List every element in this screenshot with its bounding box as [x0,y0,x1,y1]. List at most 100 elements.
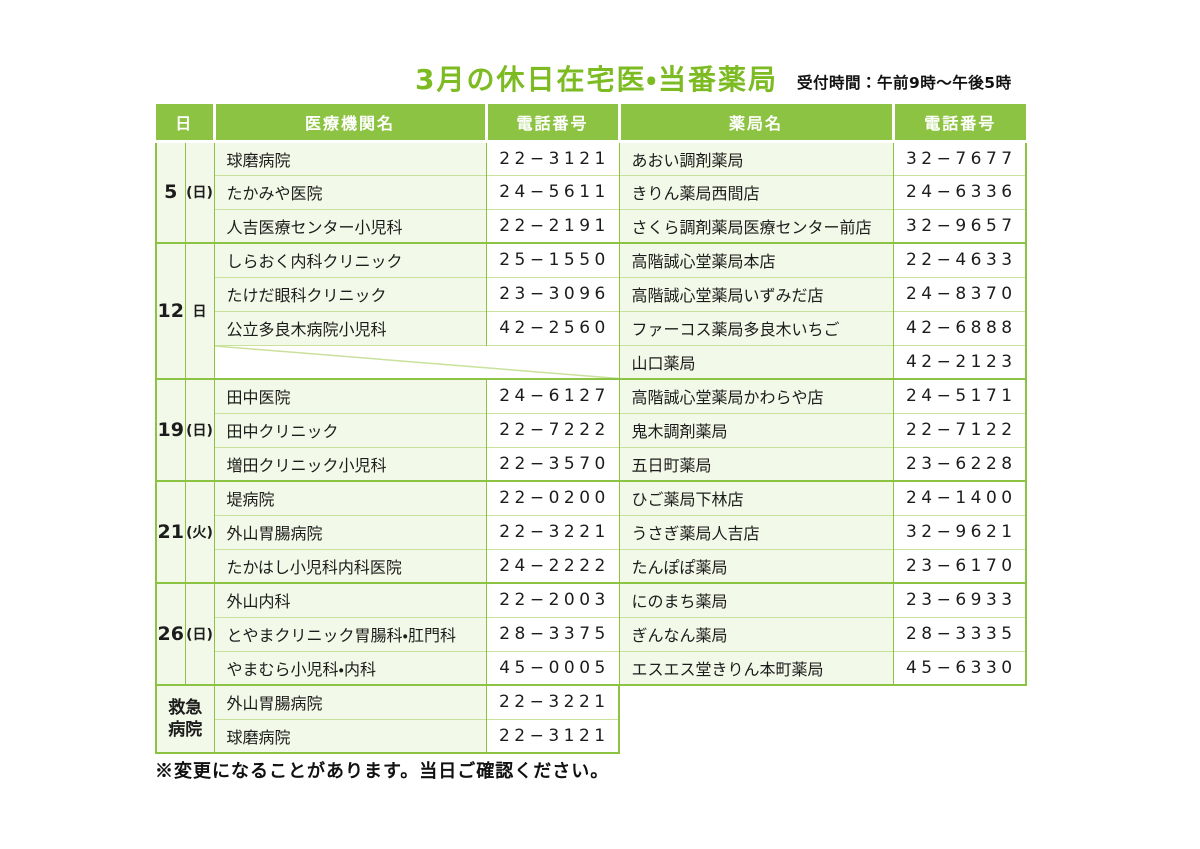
schedule-row: 12 日 しらおく内科クリニック 25−1550 高階誠心堂薬局本店 22−46… [155,242,1028,379]
hospital-phone-cell: 24−5611 [485,174,620,209]
hospital-cell: 球磨病院 [213,718,487,754]
hospital-cell: たけだ眼科クリニック [213,276,487,311]
hospital-phone-cell: 23−3096 [485,276,620,311]
hospital-phone-cell: 22−3121 [485,718,621,754]
schedule-row: 人吉医療センター小児科 22−2191 さくら調剤薬局医療センター前店 32−9… [156,208,1028,243]
schedule-row: 増田クリニック小児科 22−3570 五日町薬局 23−6228 [156,446,1028,481]
hospital-phone-cell: 22−3221 [485,684,621,719]
hospital-phone-cell: 24−6127 [485,378,620,413]
pharmacy-phone-cell: 23−6933 [892,582,1028,617]
page-title: 3月の休日在宅医・当番薬局 [415,63,779,96]
pharmacy-cell: 高階誠心堂薬局いずみだ店 [618,276,894,311]
hospital-cell: 田中クリニック [213,412,487,447]
hospital-cell: 堤病院 [213,480,487,515]
hospital-phone-cell: 22−7222 [485,412,620,447]
schedule-row: たけだ眼科クリニック 23−3096 高階誠心堂薬局いずみだ店 24−8370 [156,276,1028,311]
hospital-cell: 公立多良木病院小児科 [213,310,487,345]
schedule-row: 26 (日) 外山内科 22−2003 にのまち薬局 23−6933 [155,582,1028,685]
pharmacy-cell: 高階誠心堂薬局本店 [618,242,894,277]
pharmacy-phone-cell: 23−6228 [892,446,1028,481]
date-cell: 26 [155,582,185,685]
emergency-row: 球磨病院 22−3121 [156,718,1026,754]
weekday-cell: (日) [184,378,215,481]
pharmacy-cell: うさぎ薬局人吉店 [618,514,894,549]
pharmacy-phone-cell: 22−7122 [892,412,1028,447]
hospital-phone-cell: 22−3121 [485,140,620,175]
hospital-phone-cell: 24−2222 [485,548,620,583]
footnote: ※変更になることがあります。当日ご確認ください。 [155,761,610,782]
schedule-row: 21 (火) 堤病院 22−0200 ひご薬局下林店 24−1400 [155,480,1028,583]
hospital-cell: とやまクリニック胃腸科・肛門科 [213,616,487,651]
hospital-cell: 増田クリニック小児科 [213,446,487,481]
hospital-cell: たかはし小児科内科医院 [213,548,487,583]
hospital-cell: しらおく内科クリニック [213,242,487,277]
pharmacy-phone-cell: 24−6336 [892,174,1028,209]
schedule-row: 外山胃腸病院 22−3221 うさぎ薬局人吉店 32−9621 [156,514,1028,549]
hospital-phone-cell: 22−3221 [485,514,620,549]
pharmacy-phone-cell: 22−4633 [892,242,1028,277]
pharmacy-cell: 五日町薬局 [618,446,894,481]
weekday-cell: (日) [184,140,215,243]
date-cell: 12 [155,242,185,379]
pharmacy-phone-cell: 32−7677 [892,140,1028,175]
hospital-cell: 外山胃腸病院 [213,514,487,549]
schedule-row: 19 (日) 田中医院 24−6127 高階誠心堂薬局かわらや店 24−5171 [155,378,1028,481]
pharmacy-cell: あおい調剤薬局 [618,140,894,175]
empty-diagonal-cell [213,344,620,379]
pharmacy-cell: 鬼木調剤薬局 [618,412,894,447]
hospital-cell: 外山内科 [213,582,487,617]
schedule-row: やまむら小児科・内科 45−0005 エスエス堂きりん本町薬局 45−6330 [156,650,1028,686]
schedule-row: とやまクリニック胃腸科・肛門科 28−3375 ぎんなん薬局 28−3335 [156,616,1028,651]
schedule-row: 田中クリニック 22−7222 鬼木調剤薬局 22−7122 [156,412,1028,447]
pharmacy-phone-cell: 24−5171 [892,378,1028,413]
column-header-pharmacy: 薬局名 [617,104,894,143]
hospital-phone-cell: 22−2191 [485,208,620,243]
pharmacy-phone-cell: 42−2123 [892,344,1028,379]
hospital-cell: 人吉医療センター小児科 [213,208,487,243]
hospital-phone-cell: 25−1550 [485,242,620,277]
column-header-hospital: 医療機関名 [212,104,487,143]
schedule-row: 5 (日) 球磨病院 22−3121 あおい調剤薬局 32−7677 [155,140,1028,243]
emergency-row: 救急病院 外山胃腸病院 22−3221 [154,684,1026,754]
date-cell: 21 [155,480,185,583]
column-header-hospital-phone: 電話番号 [484,104,620,143]
pharmacy-cell: ぎんなん薬局 [618,616,894,651]
pharmacy-phone-cell: 28−3335 [892,616,1028,651]
pharmacy-phone-cell: 45−6330 [892,650,1028,686]
diagonal-strike-icon [215,346,619,379]
weekday-cell: (日) [184,582,215,685]
pharmacy-phone-cell: 42−6888 [892,310,1028,345]
pharmacy-cell: ひご薬局下林店 [618,480,894,515]
pharmacy-cell: 山口薬局 [618,344,894,379]
weekday-cell: 日 [184,242,215,379]
pharmacy-cell: エスエス堂きりん本町薬局 [618,650,894,686]
schedule-table: 日 医療機関名 電話番号 薬局名 電話番号 5 (日) 球磨病院 22−3121… [154,104,1028,754]
schedule-row: 公立多良木病院小児科 42−2560 ファーコス薬局多良木いちご 42−6888 [156,310,1028,345]
hospital-phone-cell: 22−2003 [485,582,620,617]
hospital-phone-cell: 28−3375 [485,616,620,651]
hospital-cell: やまむら小児科・内科 [213,650,487,686]
date-cell: 5 [155,140,185,243]
schedule-row: たかはし小児科内科医院 24−2222 たんぽぽ薬局 23−6170 [156,548,1028,583]
pharmacy-phone-cell: 24−1400 [892,480,1028,515]
date-cell: 19 [155,378,185,481]
pharmacy-phone-cell: 32−9621 [892,514,1028,549]
column-header-pharmacy-phone: 電話番号 [891,104,1027,143]
column-header-day: 日 [156,104,215,143]
weekday-cell: (火) [184,480,215,583]
pharmacy-cell: にのまち薬局 [618,582,894,617]
pharmacy-cell: たんぽぽ薬局 [618,548,894,583]
pharmacy-cell: 高階誠心堂薬局かわらや店 [618,378,894,413]
pharmacy-phone-cell: 23−6170 [892,548,1028,583]
hospital-phone-cell: 42−2560 [485,310,620,345]
hospital-cell: 田中医院 [213,378,487,413]
schedule-row: たかみや医院 24−5611 きりん薬局西間店 24−6336 [156,174,1028,209]
hospital-cell: 外山胃腸病院 [213,684,487,719]
hospital-cell: 球磨病院 [213,140,487,175]
header-row: 日 医療機関名 電話番号 薬局名 電話番号 [156,104,1027,143]
pharmacy-phone-cell: 24−8370 [892,276,1028,311]
hospital-phone-cell: 22−3570 [485,446,620,481]
pharmacy-cell: きりん薬局西間店 [618,174,894,209]
pharmacy-cell: さくら調剤薬局医療センター前店 [618,208,894,243]
